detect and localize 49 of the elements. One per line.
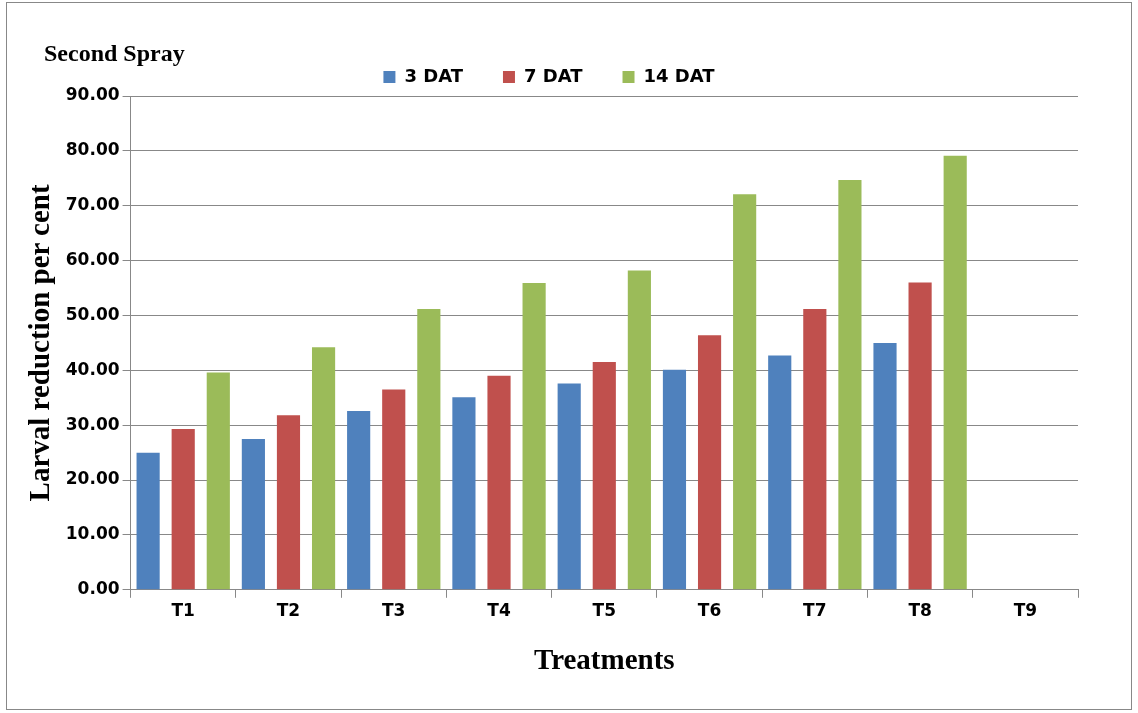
bar xyxy=(627,270,651,590)
y-tick-label: 50.00 xyxy=(65,303,120,324)
x-tick-label: T9 xyxy=(1013,600,1038,621)
bar xyxy=(803,308,827,590)
x-tick-label: T7 xyxy=(803,600,827,621)
bar xyxy=(838,179,862,590)
x-tick-label: T5 xyxy=(592,600,617,621)
bar xyxy=(733,194,757,590)
legend-label: 14 DAT xyxy=(643,64,716,86)
bar xyxy=(452,397,476,590)
bar xyxy=(347,410,371,590)
bar xyxy=(592,362,616,590)
legend-label: 3 DAT xyxy=(404,64,464,86)
y-axis-title: Larval reduction per cent xyxy=(22,184,55,502)
bar xyxy=(522,283,546,590)
x-tick-label: T8 xyxy=(908,600,932,621)
bar xyxy=(873,342,897,590)
x-axis-title: Treatments xyxy=(533,643,675,676)
chart-title: Second Spray xyxy=(44,40,185,67)
x-tick-label: T6 xyxy=(697,600,722,621)
bar xyxy=(943,155,967,590)
bar xyxy=(276,415,301,590)
y-tick-label: 70.00 xyxy=(65,194,120,215)
bar xyxy=(171,429,195,590)
bar xyxy=(768,355,792,590)
y-tick-label: 0.00 xyxy=(77,578,120,599)
bar xyxy=(382,389,406,590)
y-tick-label: 10.00 xyxy=(65,523,120,544)
x-tick-label: T1 xyxy=(171,600,195,621)
y-tick-label: 80.00 xyxy=(65,139,120,160)
x-tick-label: T2 xyxy=(276,600,301,621)
y-tick-label: 60.00 xyxy=(65,249,120,270)
y-tick-label: 20.00 xyxy=(65,468,120,489)
bar xyxy=(206,372,230,590)
bar xyxy=(662,369,687,590)
bar xyxy=(697,335,722,590)
bar xyxy=(557,383,581,590)
bar xyxy=(908,282,932,590)
bar xyxy=(311,347,336,590)
y-tick-label: 30.00 xyxy=(65,413,120,434)
bar xyxy=(136,452,160,590)
y-tick-label: 40.00 xyxy=(65,358,120,379)
bar xyxy=(241,438,265,590)
legend-label: 7 DAT xyxy=(523,64,584,86)
bar xyxy=(487,375,511,590)
x-tick-label: T4 xyxy=(487,600,511,621)
x-tick-label: T3 xyxy=(382,600,406,621)
bar xyxy=(417,308,441,590)
y-tick-label: 90.00 xyxy=(65,84,120,105)
